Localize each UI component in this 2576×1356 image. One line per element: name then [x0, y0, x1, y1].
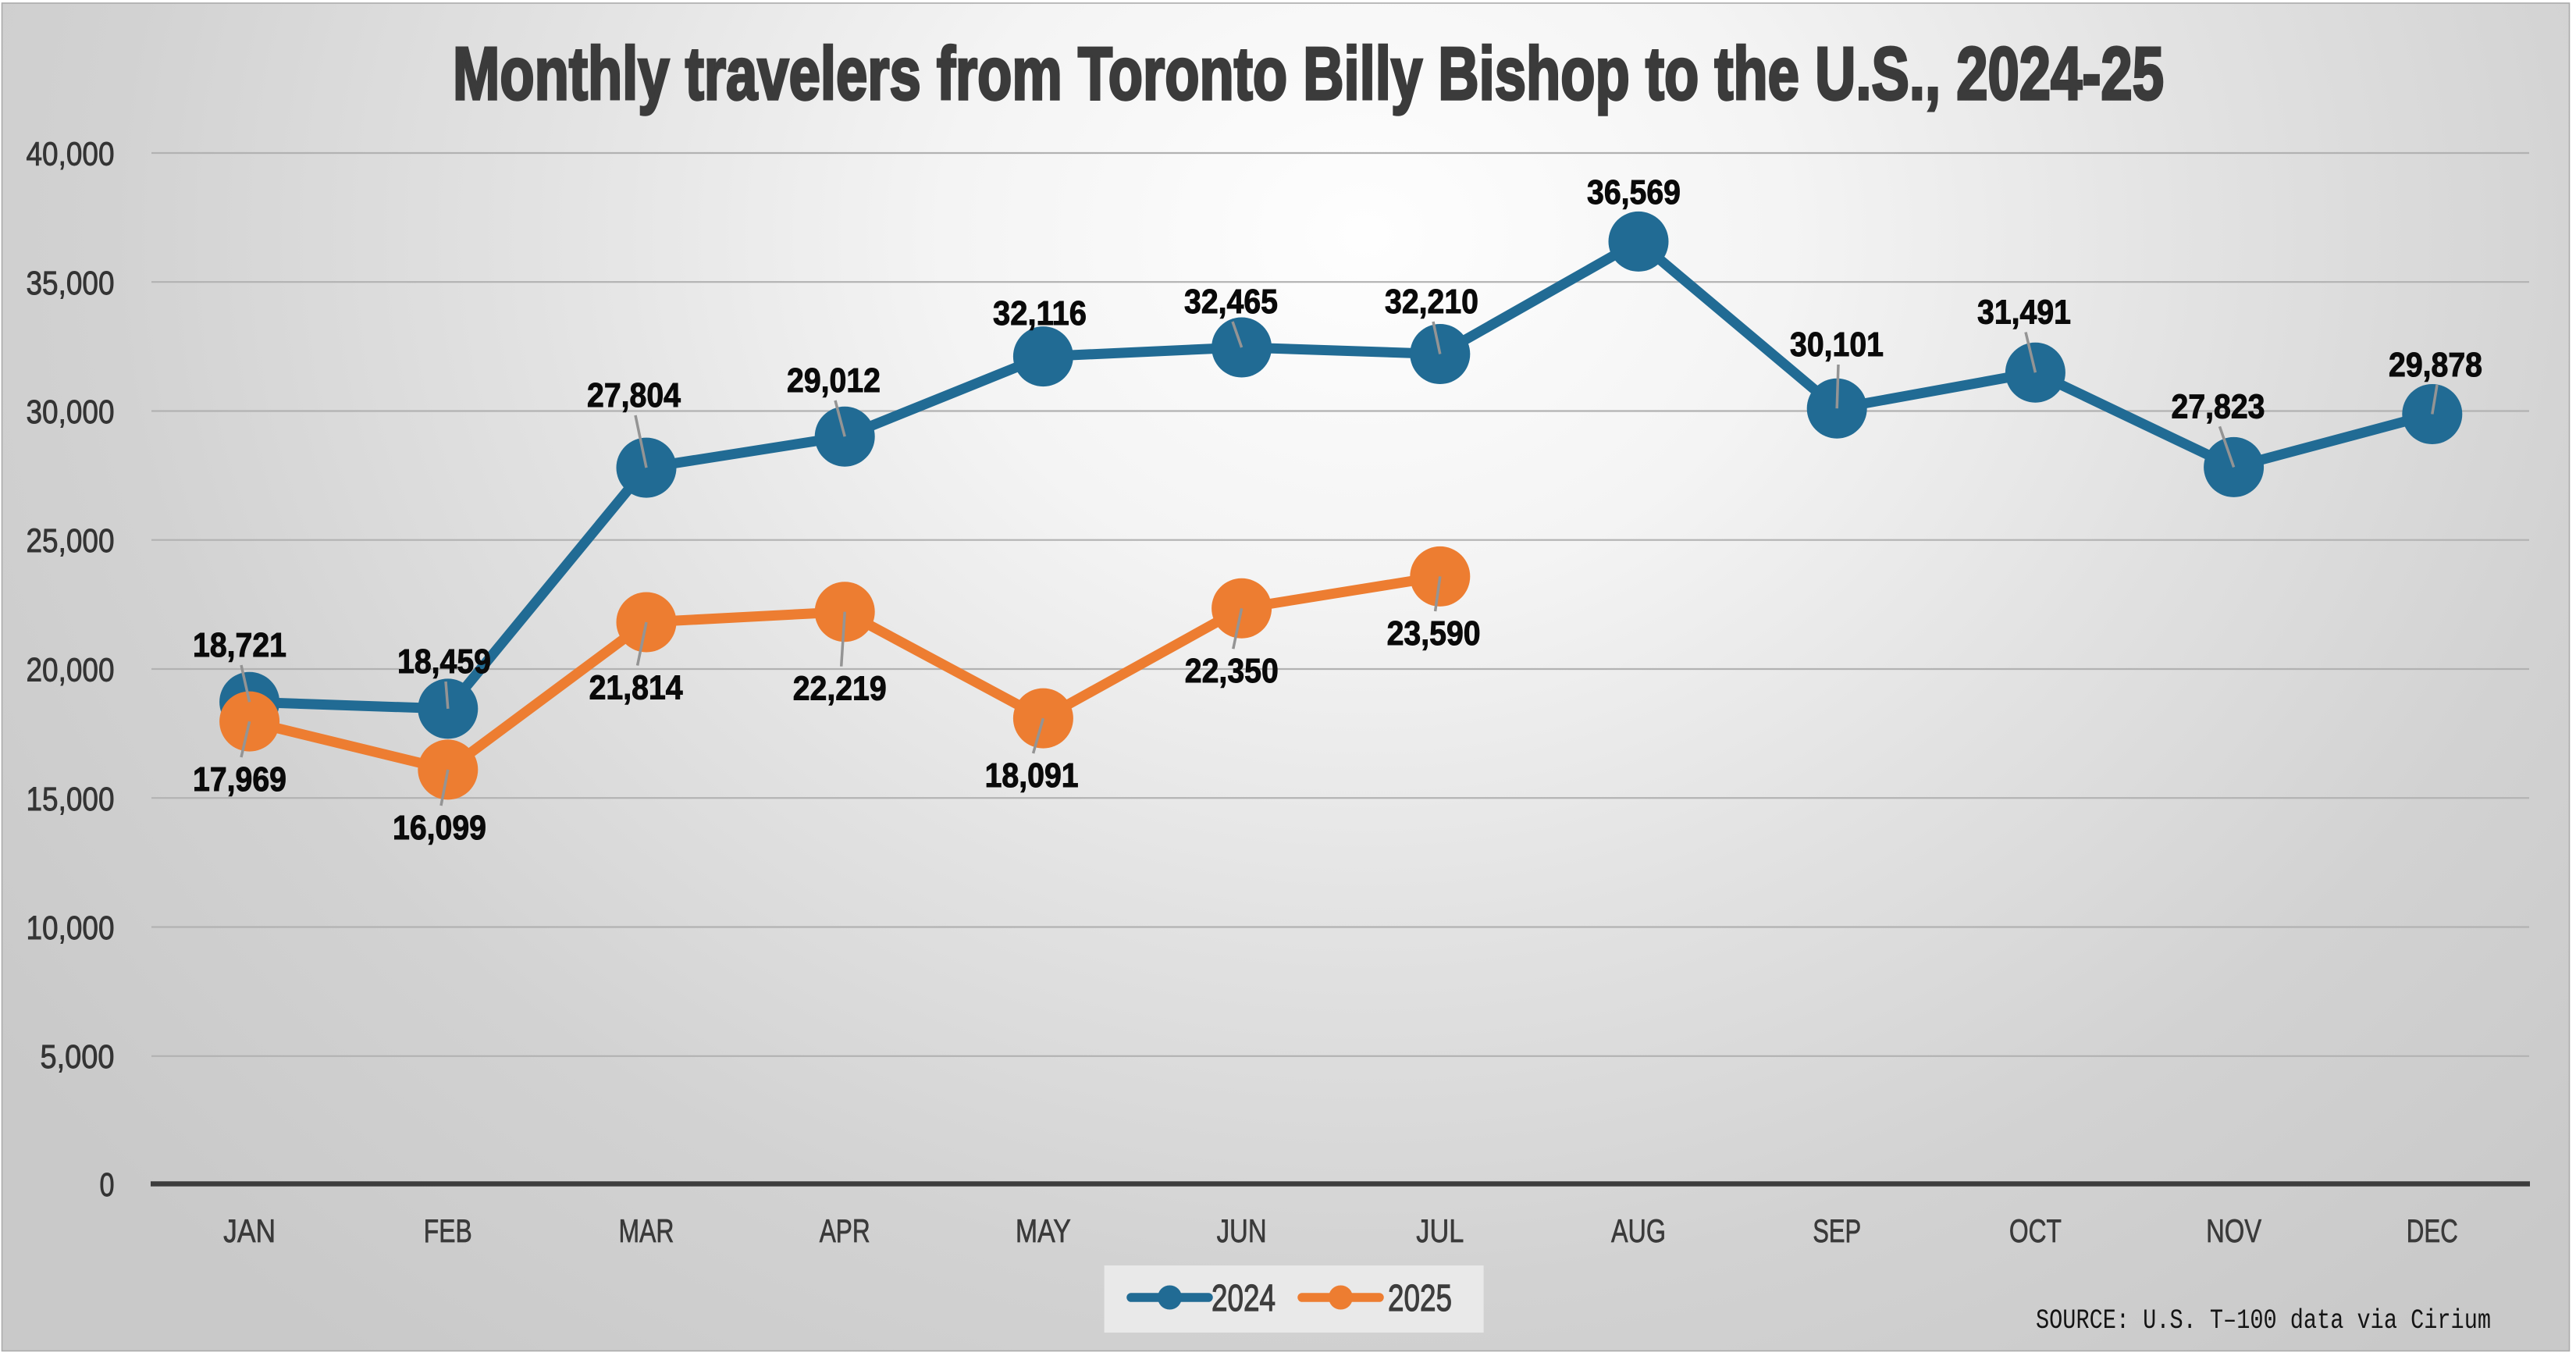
- svg-text:22,350: 22,350: [1185, 652, 1279, 690]
- svg-text:SEP: SEP: [1813, 1212, 1861, 1249]
- svg-text:30,101: 30,101: [1790, 326, 1884, 364]
- svg-text:21,814: 21,814: [589, 669, 683, 707]
- svg-text:MAR: MAR: [619, 1212, 674, 1249]
- svg-text:32,465: 32,465: [1184, 283, 1278, 321]
- svg-text:40,000: 40,000: [27, 136, 115, 173]
- svg-text:36,569: 36,569: [1587, 173, 1681, 212]
- svg-text:32,210: 32,210: [1385, 283, 1478, 321]
- svg-text:JAN: JAN: [223, 1212, 276, 1249]
- svg-text:2025: 2025: [1388, 1278, 1452, 1319]
- svg-text:16,099: 16,099: [393, 809, 486, 847]
- svg-text:29,878: 29,878: [2389, 346, 2482, 384]
- svg-text:MAY: MAY: [1016, 1212, 1071, 1249]
- svg-text:23,590: 23,590: [1387, 614, 1481, 653]
- svg-text:22,219: 22,219: [793, 670, 887, 708]
- svg-text:27,823: 27,823: [2172, 387, 2265, 425]
- svg-text:JUL: JUL: [1416, 1212, 1464, 1249]
- svg-text:JUN: JUN: [1217, 1212, 1267, 1249]
- svg-text:30,000: 30,000: [27, 393, 115, 431]
- svg-text:15,000: 15,000: [27, 781, 115, 818]
- svg-text:2024: 2024: [1212, 1278, 1276, 1319]
- svg-text:25,000: 25,000: [27, 522, 115, 560]
- svg-text:Monthly travelers from Toronto: Monthly travelers from Toronto Billy Bis…: [453, 32, 2164, 116]
- svg-text:FEB: FEB: [424, 1212, 472, 1249]
- svg-text:AUG: AUG: [1611, 1212, 1666, 1249]
- svg-text:10,000: 10,000: [27, 909, 115, 947]
- svg-text:DEC: DEC: [2407, 1212, 2458, 1249]
- svg-text:31,491: 31,491: [1977, 294, 2071, 332]
- svg-text:SOURCE: U.S. T–100 data via Ci: SOURCE: U.S. T–100 data via Cirium: [2036, 1305, 2491, 1336]
- svg-text:NOV: NOV: [2206, 1212, 2261, 1249]
- svg-text:18,091: 18,091: [985, 756, 1079, 795]
- svg-text:35,000: 35,000: [27, 265, 115, 302]
- svg-text:20,000: 20,000: [27, 652, 115, 689]
- svg-text:27,804: 27,804: [587, 376, 681, 415]
- svg-text:18,459: 18,459: [397, 642, 491, 681]
- svg-text:0: 0: [100, 1166, 115, 1204]
- svg-text:32,116: 32,116: [993, 294, 1087, 333]
- svg-text:17,969: 17,969: [193, 760, 286, 799]
- svg-text:29,012: 29,012: [787, 361, 881, 400]
- svg-text:18,721: 18,721: [193, 626, 286, 664]
- svg-text:APR: APR: [820, 1212, 870, 1249]
- svg-text:OCT: OCT: [2009, 1212, 2062, 1249]
- svg-text:5,000: 5,000: [41, 1038, 115, 1076]
